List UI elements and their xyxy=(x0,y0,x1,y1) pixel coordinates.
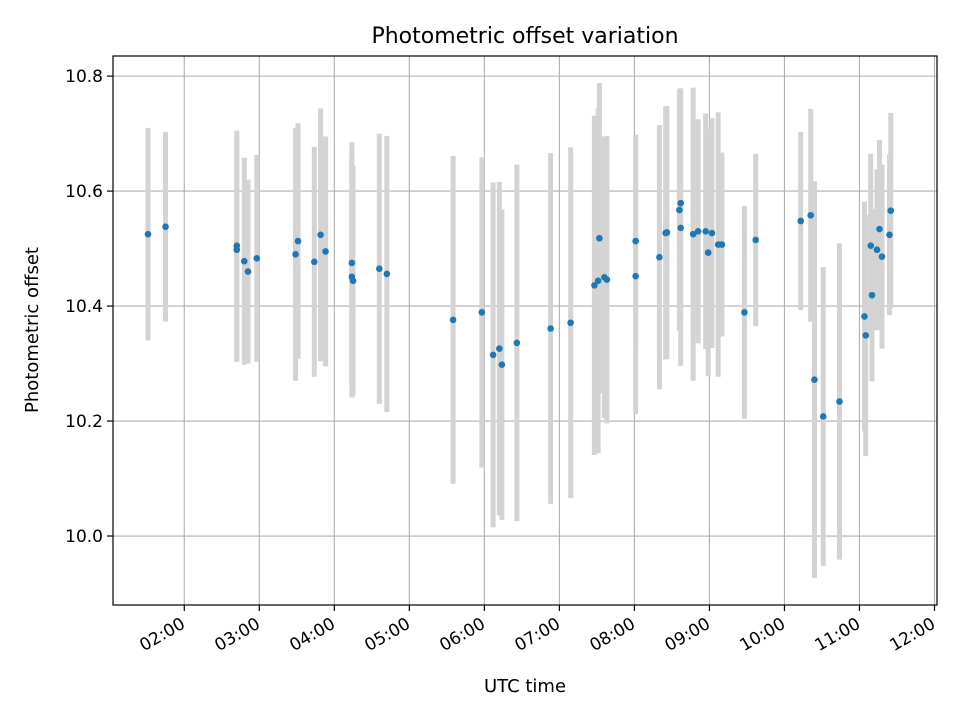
x-axis-label: UTC time xyxy=(484,676,566,697)
data-point xyxy=(233,246,241,254)
data-point xyxy=(348,259,356,267)
data-point xyxy=(702,228,709,235)
y-axis-label: Photometric offset xyxy=(22,247,43,413)
data-point xyxy=(656,253,663,261)
data-point xyxy=(807,211,815,219)
plot-frame xyxy=(112,55,938,606)
data-point xyxy=(478,309,486,316)
data-point xyxy=(349,277,357,285)
data-point xyxy=(567,319,574,327)
data-point xyxy=(694,228,702,235)
data-point xyxy=(383,270,391,278)
data-point xyxy=(886,231,893,239)
y-tick-label: 10.0 xyxy=(65,527,103,547)
data-point xyxy=(632,272,639,280)
data-point xyxy=(836,398,843,405)
y-tick-label: 10.8 xyxy=(65,67,103,87)
data-point xyxy=(873,246,881,254)
data-point xyxy=(498,361,506,369)
data-point xyxy=(253,255,261,262)
data-point xyxy=(704,249,712,256)
data-point xyxy=(596,234,603,242)
data-point xyxy=(244,268,252,275)
data-point xyxy=(861,313,868,320)
data-point xyxy=(676,206,683,214)
chart-title: Photometric offset variation xyxy=(371,24,678,49)
data-point xyxy=(603,276,611,283)
data-point xyxy=(294,237,302,245)
data-point xyxy=(547,325,554,332)
data-point xyxy=(376,265,383,273)
data-point xyxy=(322,248,329,255)
data-point xyxy=(632,237,639,245)
data-point xyxy=(496,345,503,352)
data-point xyxy=(449,316,457,324)
data-point xyxy=(677,199,684,207)
data-point xyxy=(708,229,716,237)
y-axis: 10.0 10.2 10.4 10.6 10.8 xyxy=(65,67,113,547)
data-point xyxy=(489,351,497,359)
data-point xyxy=(887,207,895,214)
data-point xyxy=(317,231,324,239)
data-point xyxy=(811,376,818,383)
data-point xyxy=(862,332,870,339)
data-point xyxy=(591,282,598,289)
data-point xyxy=(311,258,318,266)
data-point xyxy=(718,241,726,248)
y-tick-label: 10.6 xyxy=(65,182,103,202)
y-tick-label: 10.4 xyxy=(65,297,103,317)
data-point xyxy=(741,309,748,316)
data-point xyxy=(162,223,169,231)
data-point xyxy=(240,257,248,265)
data-points xyxy=(144,199,895,420)
data-point xyxy=(144,230,152,238)
data-point xyxy=(819,413,827,420)
y-tick-label: 10.2 xyxy=(65,412,103,432)
data-point xyxy=(689,230,697,238)
data-point xyxy=(513,339,521,347)
data-point xyxy=(867,242,875,250)
data-point xyxy=(677,224,684,232)
data-point xyxy=(876,225,883,233)
data-point xyxy=(797,217,805,225)
data-point xyxy=(752,236,759,244)
data-point xyxy=(292,251,299,258)
data-point xyxy=(663,229,671,236)
data-point xyxy=(878,253,886,260)
data-point xyxy=(868,291,876,299)
data-point xyxy=(594,277,602,285)
